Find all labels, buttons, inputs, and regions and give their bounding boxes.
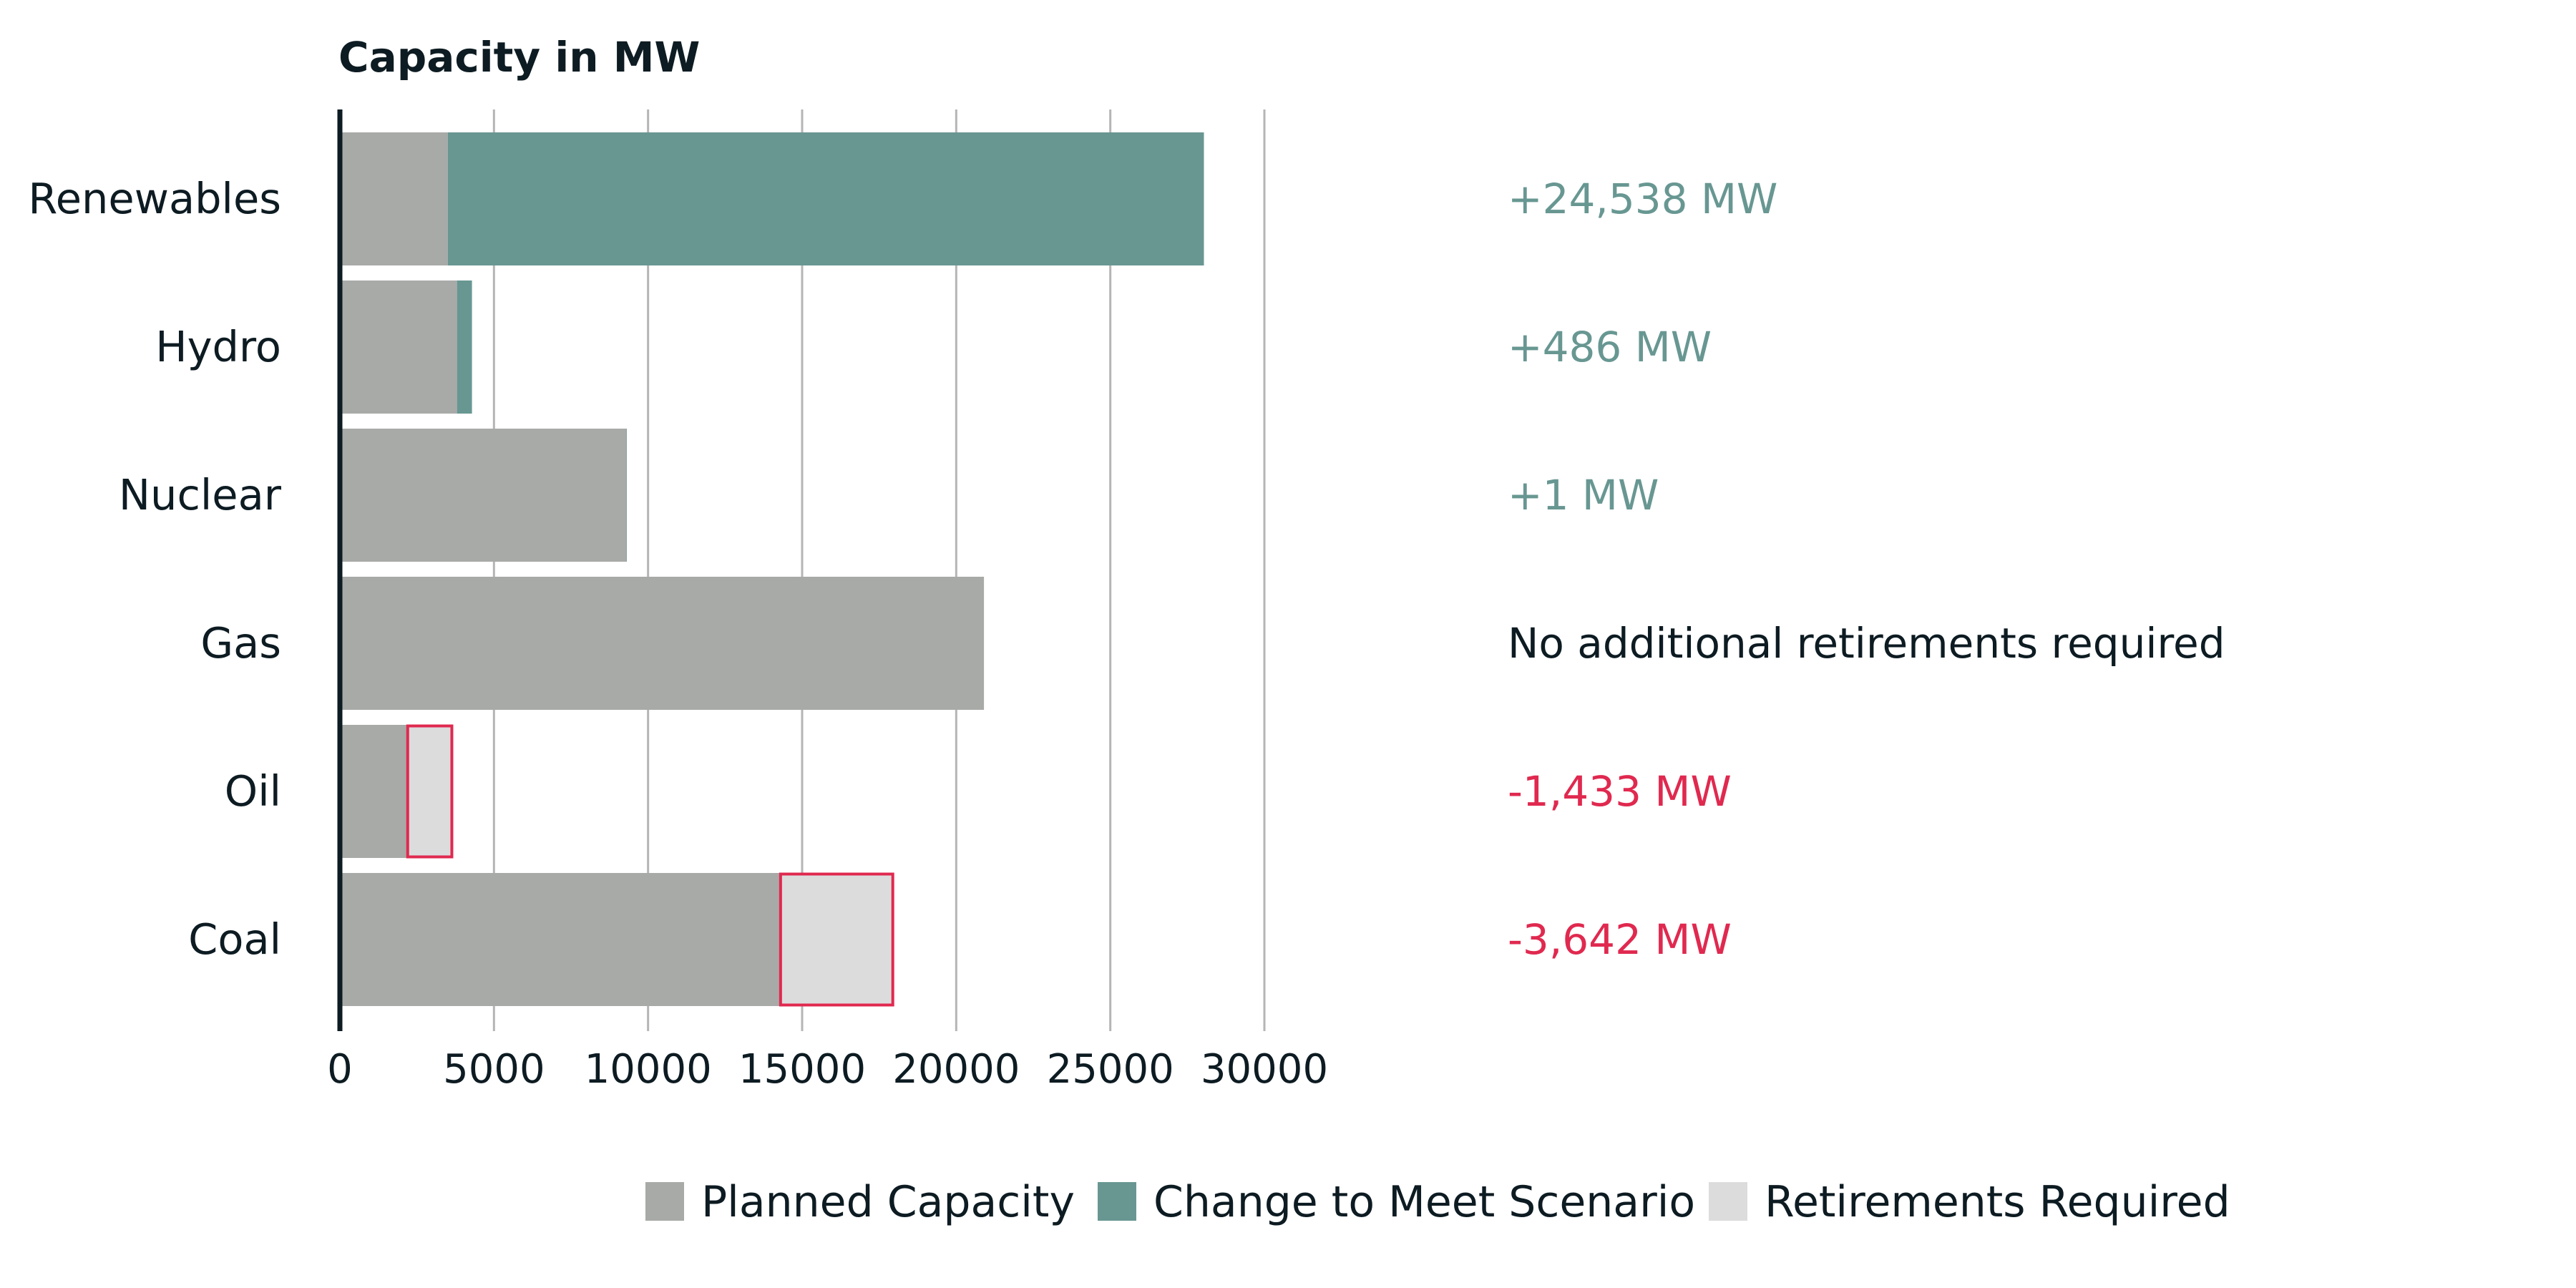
category-label: Gas (200, 618, 281, 668)
legend-label: Retirements Required (1765, 1177, 2230, 1227)
bar-planned (340, 577, 985, 710)
bar-planned (340, 725, 408, 858)
x-tick-label: 25000 (1047, 1046, 1174, 1093)
x-tick-label: 0 (327, 1046, 353, 1093)
legend-label: Planned Capacity (701, 1177, 1075, 1227)
x-tick-label: 5000 (443, 1046, 545, 1093)
category-label: Hydro (155, 322, 281, 371)
legend: Planned Capacity Change to Meet Scenario R… (645, 1177, 2230, 1227)
legend-swatch (645, 1182, 684, 1221)
x-axis-ticks: 0 5000 10000 15000 20000 25000 30000 (327, 1046, 1328, 1093)
category-label: Oil (225, 766, 281, 816)
bar-planned (340, 132, 448, 265)
bar-planned (340, 280, 457, 414)
chart-title: Capacity in MW (338, 33, 700, 82)
category-label: Renewables (28, 174, 281, 223)
annotation-label: -3,642 MW (1508, 915, 1732, 964)
bar-retirement (406, 724, 454, 859)
annotation-label: No additional retirements required (1508, 619, 2225, 668)
bars (340, 132, 1204, 1007)
legend-swatch (1098, 1182, 1136, 1221)
annotation-label: -1,433 MW (1508, 767, 1732, 816)
bar-planned (340, 873, 781, 1006)
x-tick-label: 30000 (1201, 1046, 1328, 1093)
x-tick-label: 20000 (892, 1046, 1020, 1093)
x-tick-label: 10000 (585, 1046, 712, 1093)
annotation-label: +24,538 MW (1508, 175, 1777, 223)
annotations: +24,538 MW +486 MW +1 MW No additional reti… (1508, 175, 2225, 964)
annotation-label: +486 MW (1508, 323, 1712, 371)
bar-change (457, 280, 472, 414)
bar-change (626, 429, 628, 562)
bar-planned (340, 429, 627, 562)
category-label: Nuclear (119, 470, 282, 519)
bar-change (447, 132, 1204, 265)
x-tick-label: 15000 (738, 1046, 866, 1093)
legend-swatch (1709, 1182, 1747, 1221)
annotation-label: +1 MW (1508, 471, 1659, 519)
category-labels: Renewables Hydro Nuclear Gas Oil Coal (28, 174, 281, 964)
category-label: Coal (188, 914, 281, 964)
bar-retirement (779, 872, 894, 1007)
legend-label: Change to Meet Scenario (1153, 1177, 1695, 1227)
